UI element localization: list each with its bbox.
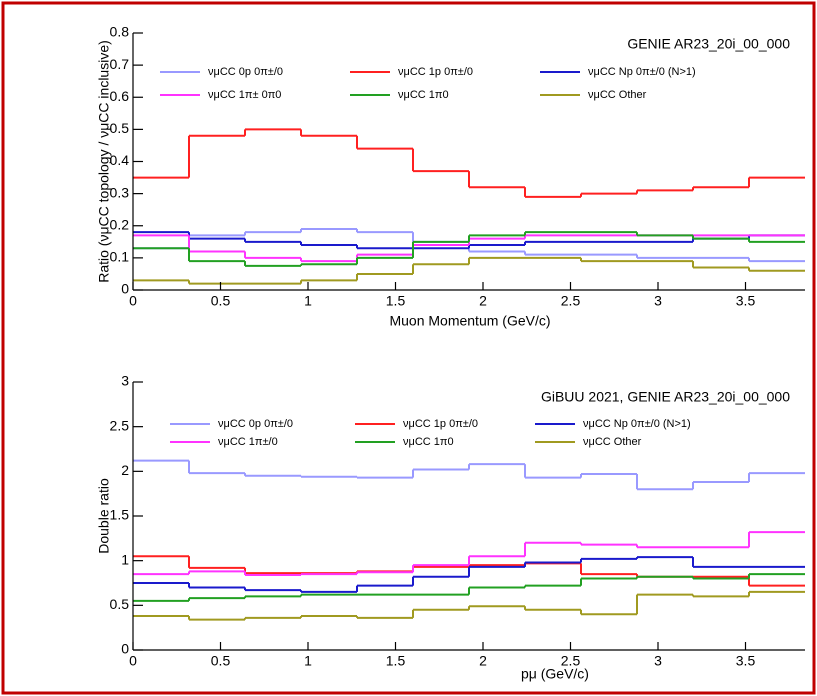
x-tick-label: 2.5: [561, 653, 581, 669]
y-tick-label: 0.4: [110, 152, 130, 168]
x-tick-label: 3.5: [736, 653, 756, 669]
legend-label: νμCC 1p 0π±/0: [403, 418, 478, 430]
y-axis-label: Ratio (νμCC topology / νμCC inclusive): [96, 40, 112, 283]
x-tick-label: 3: [654, 653, 662, 669]
x-tick-label: 0.5: [211, 293, 231, 309]
legend-label: νμCC 1π0: [403, 436, 454, 448]
annotation: GiBUU 2021, GENIE AR23_20i_00_000: [541, 389, 790, 405]
legend-label: νμCC Other: [588, 89, 647, 101]
legend-label: νμCC Np 0π±/0 (N>1): [583, 418, 691, 430]
x-tick-label: 1.5: [386, 653, 406, 669]
y-tick-label: 2.5: [110, 417, 130, 433]
legend-label: νμCC Other: [583, 436, 642, 448]
x-axis-label: pμ (GeV/c): [521, 666, 589, 682]
y-tick-label: 1: [121, 551, 129, 567]
x-axis-label: Muon Momentum (GeV/c): [389, 313, 550, 329]
x-tick-label: 2: [479, 653, 487, 669]
y-tick-label: 1.5: [110, 507, 130, 523]
x-tick-label: 1: [304, 653, 312, 669]
x-tick-label: 1.5: [386, 293, 406, 309]
y-tick-label: 0: [121, 281, 129, 297]
legend-label: νμCC 1π±/0: [218, 436, 278, 448]
x-tick-label: 2: [479, 293, 487, 309]
x-tick-label: 0: [129, 293, 137, 309]
y-tick-label: 0.8: [110, 24, 130, 40]
y-tick-label: 0.6: [110, 88, 130, 104]
legend-label: νμCC 0p 0π±/0: [208, 66, 283, 78]
legend-label: νμCC Np 0π±/0 (N>1): [588, 66, 696, 78]
y-tick-label: 3: [121, 373, 129, 389]
y-tick-label: 0: [121, 641, 129, 657]
y-tick-label: 0.3: [110, 184, 130, 200]
x-tick-label: 2.5: [561, 293, 581, 309]
y-tick-label: 0.7: [110, 56, 130, 72]
legend-label: νμCC 1π± 0π0: [208, 89, 281, 101]
legend-label: νμCC 0p 0π±/0: [218, 418, 293, 430]
annotation: GENIE AR23_20i_00_000: [627, 36, 790, 52]
x-tick-label: 0.5: [211, 653, 231, 669]
x-tick-label: 3: [654, 293, 662, 309]
y-tick-label: 2: [121, 462, 129, 478]
y-axis-label: Double ratio: [96, 478, 112, 554]
x-tick-label: 0: [129, 653, 137, 669]
y-tick-label: 0.5: [110, 596, 130, 612]
x-tick-label: 3.5: [736, 293, 756, 309]
y-tick-label: 0.2: [110, 216, 130, 232]
x-tick-label: 1: [304, 293, 312, 309]
legend-label: νμCC 1π0: [398, 89, 449, 101]
y-tick-label: 0.1: [110, 249, 130, 265]
y-tick-label: 0.5: [110, 120, 130, 136]
legend-label: νμCC 1p 0π±/0: [398, 66, 473, 78]
